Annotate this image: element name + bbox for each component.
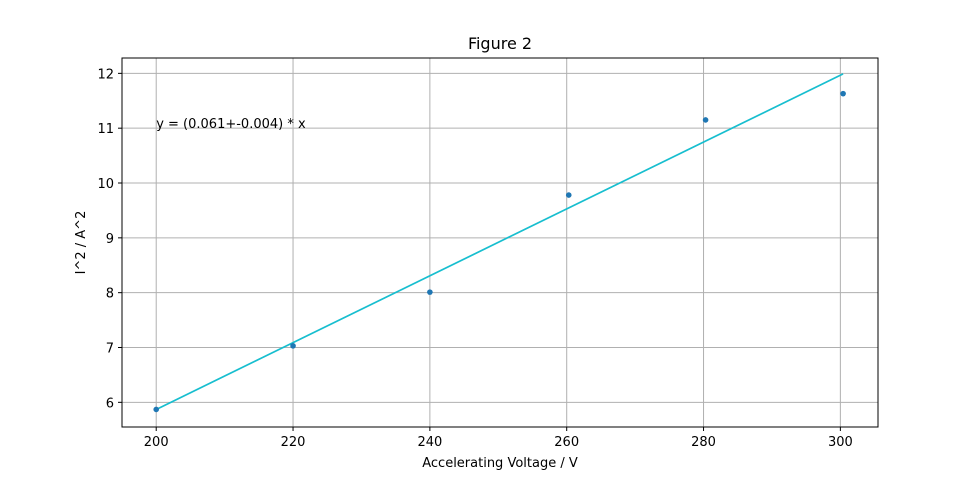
y-tick-label: 6 [106,396,114,411]
fit-equation: y = (0.061+-0.004) * x [156,117,306,132]
y-axis-label: I^2 / A^2 [74,211,89,275]
fit-line [155,73,844,411]
data-point [427,289,433,295]
x-tick-label: 240 [417,435,442,450]
data-point [290,343,296,349]
y-tick-label: 9 [106,232,114,247]
y-axis-ticks: 6 7 8 9 10 11 12 [97,67,122,411]
fit-line-group [155,73,844,411]
y-tick-label: 11 [97,122,114,137]
data-point [153,406,160,413]
y-tick-label: 8 [106,287,114,302]
x-tick-label: 260 [554,435,579,450]
scatter-points [153,90,846,413]
x-tick-label: 200 [144,435,169,450]
x-tick-label: 300 [828,435,853,450]
y-tick-label: 10 [97,177,114,192]
x-tick-label: 220 [281,435,306,450]
x-axis-label: Accelerating Voltage / V [422,456,578,471]
data-point [565,192,572,198]
x-tick-label: 280 [691,435,716,450]
data-point [702,117,709,123]
data-point [840,90,846,97]
chart-title: Figure 2 [468,34,532,53]
plot-frame [121,57,879,428]
y-tick-label: 12 [97,67,114,82]
grid [122,58,878,427]
x-axis-ticks: 200 220 240 260 280 300 [144,427,853,450]
y-tick-label: 7 [106,341,114,356]
